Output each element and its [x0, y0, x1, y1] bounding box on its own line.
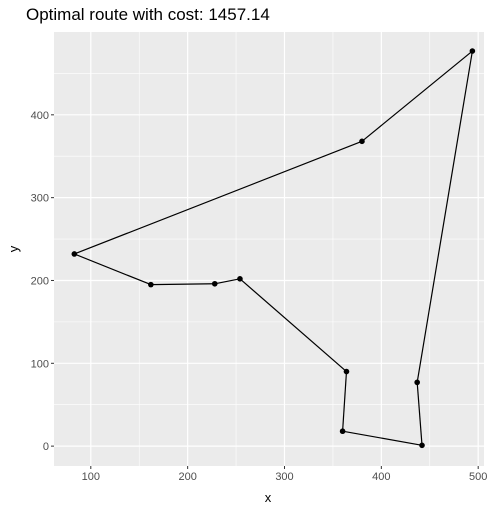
route-point [148, 281, 154, 288]
route-segment [416, 50, 473, 383]
route-point [339, 428, 346, 435]
route-point [343, 368, 350, 375]
route-segment [239, 278, 347, 373]
route-segment [74, 140, 363, 255]
route-points [71, 48, 476, 449]
x-tick-label: 400 [372, 471, 390, 483]
x-tick-label: 200 [178, 471, 196, 483]
plot-panel [54, 32, 484, 466]
y-tick-label: 300 [31, 193, 49, 205]
route-point [414, 379, 420, 386]
y-tick-label: 0 [43, 441, 49, 453]
route-segment [342, 371, 348, 432]
minor-gridlines [54, 32, 484, 466]
x-tick-label: 500 [469, 471, 487, 483]
route-segment [74, 253, 152, 286]
route-segment [214, 278, 241, 285]
x-tick-label: 100 [82, 471, 100, 483]
y-tick-label: 400 [31, 110, 49, 122]
route-point [359, 138, 365, 145]
x-axis-ticks: 100 200 300 400 500 [82, 466, 487, 483]
y-tick-label: 200 [31, 275, 49, 287]
route-point [237, 276, 243, 282]
route-lines [74, 50, 473, 446]
route-point [211, 280, 218, 287]
x-tick-label: 300 [275, 471, 293, 483]
chart-title: Optimal route with cost: 1457.14 [26, 5, 270, 24]
x-axis-title: x [265, 490, 272, 505]
route-point [469, 48, 476, 54]
y-axis-ticks: 0 100 200 300 400 [31, 110, 54, 453]
route-segment [416, 382, 423, 446]
route-point [419, 442, 425, 449]
route-segment [361, 50, 473, 142]
y-tick-label: 100 [31, 358, 49, 370]
y-axis-title: y [6, 245, 21, 252]
route-segment [150, 283, 215, 286]
major-gridlines [54, 32, 484, 466]
route-segment [342, 430, 423, 446]
route-point [71, 251, 78, 257]
